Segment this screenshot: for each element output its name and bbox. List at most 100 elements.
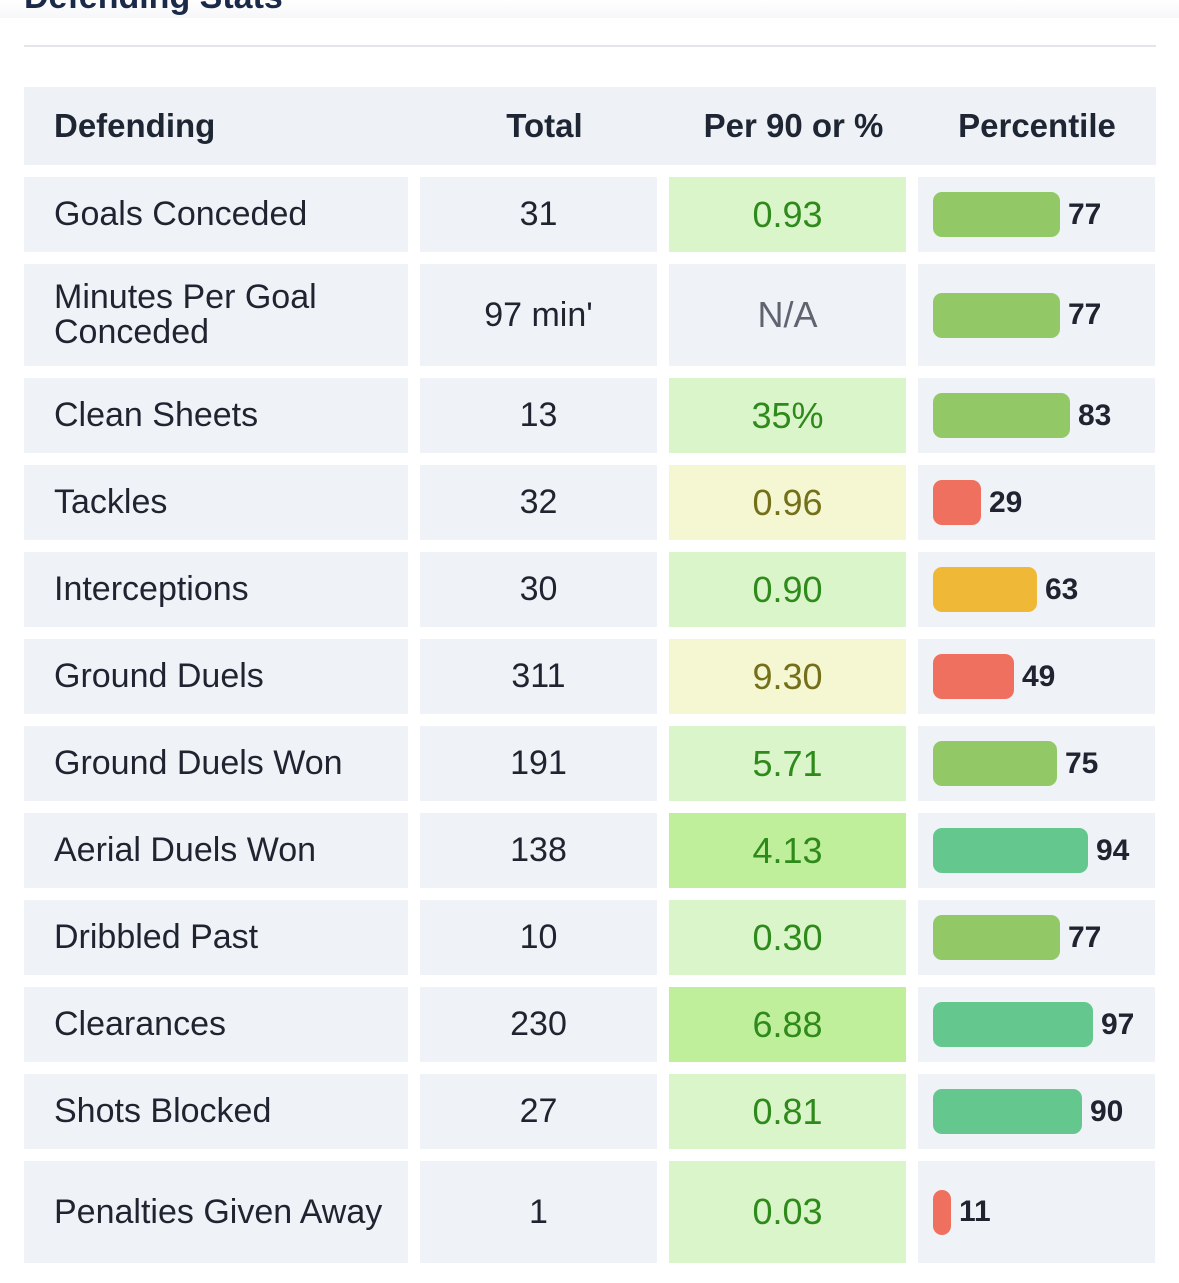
percentile-bar	[933, 1189, 951, 1235]
percentile-value: 83	[1078, 398, 1112, 432]
section-divider	[24, 45, 1156, 47]
stat-per90-cell: 35%	[669, 378, 906, 453]
table-row[interactable]: Dribbled Past 10 0.30 77	[24, 900, 1156, 975]
stat-percentile-cell: 49	[918, 639, 1155, 714]
percentile-bar-wrap: 49	[933, 654, 1055, 699]
percentile-bar	[933, 654, 1014, 699]
stat-per90: 5.71	[752, 742, 823, 784]
percentile-bar-wrap: 63	[933, 567, 1078, 612]
table-row[interactable]: Aerial Duels Won 138 4.13 94	[24, 813, 1156, 888]
stat-name: Clearances	[54, 1005, 226, 1043]
stat-name: Clean Sheets	[54, 396, 259, 434]
table-row[interactable]: Clearances 230 6.88 97	[24, 987, 1156, 1062]
percentile-bar-wrap: 75	[933, 741, 1098, 786]
table-row[interactable]: Clean Sheets 13 35% 83	[24, 378, 1156, 453]
stat-total-cell: 13	[420, 378, 657, 453]
stat-per90: 0.81	[752, 1090, 823, 1132]
stat-name-cell: Clearances	[24, 987, 408, 1062]
percentile-bar	[933, 1002, 1093, 1047]
stat-per90: N/A	[757, 294, 818, 335]
stat-name-cell: Dribbled Past	[24, 900, 408, 975]
table-row[interactable]: Minutes Per Goal Conceded 97 min' N/A 77	[24, 264, 1156, 366]
percentile-value: 90	[1090, 1094, 1124, 1128]
header-defending[interactable]: Defending	[24, 87, 420, 165]
stat-per90-cell: 0.81	[669, 1074, 906, 1149]
stat-total-cell: 32	[420, 465, 657, 540]
stat-per90-cell: N/A	[669, 264, 906, 366]
percentile-bar	[933, 915, 1060, 960]
stat-total-cell: 138	[420, 813, 657, 888]
table-row[interactable]: Tackles 32 0.96 29	[24, 465, 1156, 540]
stat-per90-cell: 0.93	[669, 177, 906, 252]
percentile-bar-wrap: 77	[933, 915, 1101, 960]
percentile-bar-wrap: 77	[933, 192, 1101, 237]
stat-name-cell: Clean Sheets	[24, 378, 408, 453]
stat-total: 13	[519, 396, 558, 434]
stat-name: Shots Blocked	[54, 1092, 272, 1130]
stat-percentile-cell: 97	[918, 987, 1155, 1062]
header-percentile[interactable]: Percentile	[918, 87, 1156, 165]
stat-name: Tackles	[54, 483, 168, 521]
table-body: Goals Conceded 31 0.93 77 Minutes Per Goal C…	[24, 177, 1156, 1263]
percentile-bar	[933, 192, 1060, 237]
section-header-shadow	[0, 0, 1179, 18]
stat-percentile-cell: 77	[918, 900, 1155, 975]
stat-name-cell: Ground Duels Won	[24, 726, 408, 801]
stat-per90: 0.96	[752, 481, 823, 523]
percentile-bar	[933, 828, 1088, 873]
stat-name-cell: Ground Duels	[24, 639, 408, 714]
table-row[interactable]: Goals Conceded 31 0.93 77	[24, 177, 1156, 252]
section-title: Defending Stats	[24, 0, 283, 17]
stat-percentile-cell: 77	[918, 177, 1155, 252]
table-row[interactable]: Interceptions 30 0.90 63	[24, 552, 1156, 627]
percentile-value: 94	[1096, 833, 1130, 867]
percentile-value: 77	[1068, 197, 1102, 231]
stat-name-cell: Goals Conceded	[24, 177, 408, 252]
stat-total-cell: 97 min'	[420, 264, 657, 366]
table-row[interactable]: Ground Duels Won 191 5.71 75	[24, 726, 1156, 801]
stat-percentile-cell: 83	[918, 378, 1155, 453]
stat-name-cell: Tackles	[24, 465, 408, 540]
percentile-value: 49	[1022, 659, 1056, 693]
stat-name: Minutes Per Goal Conceded	[54, 278, 317, 351]
percentile-bar-wrap: 97	[933, 1002, 1134, 1047]
percentile-bar-wrap: 83	[933, 393, 1111, 438]
stat-name-cell: Penalties Given Away	[24, 1161, 408, 1263]
stat-total-cell: 311	[420, 639, 657, 714]
stat-per90: 0.93	[752, 193, 823, 235]
percentile-bar	[933, 393, 1070, 438]
stat-name-cell: Minutes Per Goal Conceded	[24, 264, 408, 366]
percentile-bar-wrap: 11	[933, 1189, 991, 1235]
percentile-value: 29	[989, 485, 1023, 519]
stat-name: Interceptions	[54, 570, 249, 608]
percentile-bar	[933, 480, 981, 525]
stat-per90: 4.13	[752, 829, 823, 871]
stat-percentile-cell: 63	[918, 552, 1155, 627]
stat-per90: 0.90	[752, 568, 823, 610]
header-per90[interactable]: Per 90 or %	[669, 87, 918, 165]
percentile-bar	[933, 1089, 1082, 1134]
stat-per90-cell: 0.03	[669, 1161, 906, 1263]
stat-total-cell: 1	[420, 1161, 657, 1263]
stat-name: Goals Conceded	[54, 195, 308, 233]
stat-name-cell: Aerial Duels Won	[24, 813, 408, 888]
stat-total-cell: 27	[420, 1074, 657, 1149]
table-row[interactable]: Ground Duels 311 9.30 49	[24, 639, 1156, 714]
stat-name: Ground Duels	[54, 657, 264, 695]
table-row[interactable]: Shots Blocked 27 0.81 90	[24, 1074, 1156, 1149]
stat-name-cell: Interceptions	[24, 552, 408, 627]
stat-total-cell: 230	[420, 987, 657, 1062]
stat-percentile-cell: 94	[918, 813, 1155, 888]
stat-percentile-cell: 90	[918, 1074, 1155, 1149]
table-row[interactable]: Penalties Given Away 1 0.03 11	[24, 1161, 1156, 1263]
stat-total-cell: 31	[420, 177, 657, 252]
stat-total: 30	[519, 570, 558, 608]
stat-total: 31	[519, 195, 558, 233]
stat-per90-cell: 5.71	[669, 726, 906, 801]
percentile-value: 63	[1045, 572, 1079, 606]
percentile-bar	[933, 567, 1037, 612]
stat-per90: 0.03	[752, 1191, 823, 1232]
header-total[interactable]: Total	[420, 87, 669, 165]
stat-total: 32	[519, 483, 558, 521]
percentile-bar-wrap: 77	[933, 292, 1101, 338]
